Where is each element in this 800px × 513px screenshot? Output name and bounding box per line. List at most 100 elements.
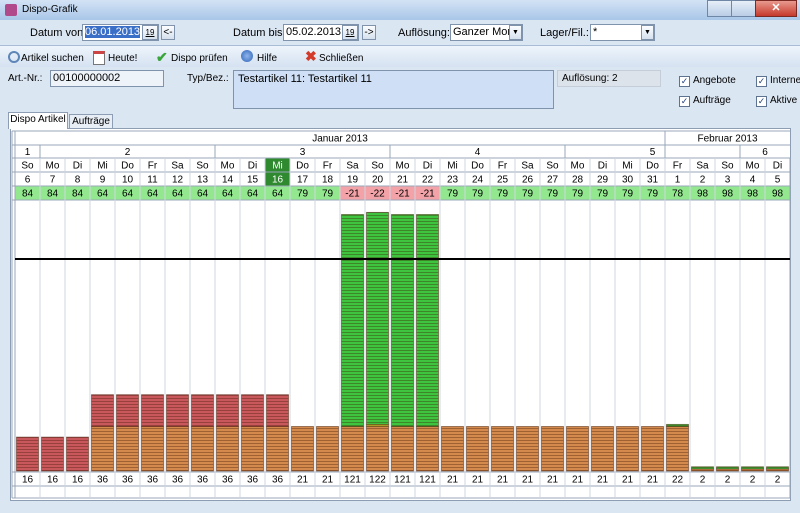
checkbox[interactable]: ✓ — [679, 76, 690, 87]
day-label: 26 — [522, 175, 534, 186]
total-value: 36 — [97, 475, 109, 486]
article-number[interactable]: 00100000002 — [50, 70, 164, 87]
stock-cell — [665, 186, 690, 200]
stock-value: 79 — [472, 189, 484, 200]
day-label: 7 — [50, 175, 56, 186]
stock-cell — [540, 186, 565, 200]
date-from-input[interactable]: 06.01.2013 — [82, 24, 159, 41]
total-value: 121 — [419, 475, 436, 486]
weekday-label: So — [721, 161, 734, 172]
total-value: 21 — [622, 475, 634, 486]
store-label: Lager/Fil.: — [540, 27, 589, 39]
total-value: 21 — [547, 475, 559, 486]
weekday-label: Mo — [221, 161, 235, 172]
tab[interactable]: Aufträge — [69, 114, 113, 128]
checkbox[interactable]: ✓ — [679, 96, 690, 107]
toolbar-button[interactable]: Dispo prüfen — [171, 53, 228, 64]
stock-cell — [315, 186, 340, 200]
day-label: 17 — [297, 175, 309, 186]
bar-segment — [91, 426, 114, 472]
stock-value: 79 — [497, 189, 509, 200]
bar-segment — [391, 214, 414, 427]
toolbar-button[interactable]: Artikel suchen — [21, 53, 84, 64]
weekday-label: So — [546, 161, 559, 172]
date-from-label: Datum von: — [30, 27, 87, 39]
bar-segment — [141, 426, 164, 472]
stock-value: 79 — [622, 189, 634, 200]
calendar-icon — [93, 51, 105, 65]
stock-value: 79 — [297, 189, 309, 200]
day-label: 31 — [647, 175, 659, 186]
weekday-label: Di — [248, 161, 257, 172]
bar-segment — [391, 426, 414, 472]
day-label: 23 — [447, 175, 459, 186]
week-label: 5 — [650, 147, 656, 158]
stock-cell — [490, 186, 515, 200]
bar-segment — [416, 214, 439, 427]
checkbox-label: Interne — [770, 75, 800, 86]
stock-value: 84 — [47, 189, 59, 200]
total-value: 36 — [122, 475, 134, 486]
stock-value: 64 — [197, 189, 209, 200]
total-value: 121 — [344, 475, 361, 486]
toolbar — [0, 46, 800, 67]
checkbox[interactable]: ✓ — [756, 96, 767, 107]
calendar-button[interactable]: 19 — [342, 25, 358, 40]
total-value: 2 — [700, 475, 706, 486]
day-label: 5 — [775, 175, 781, 186]
day-label: 9 — [100, 175, 106, 186]
checkbox-label: Angebote — [693, 75, 736, 86]
day-label: 22 — [422, 175, 434, 186]
bar-segment — [166, 394, 189, 427]
tab[interactable]: Dispo Artikel — [8, 112, 68, 129]
total-value: 16 — [47, 475, 59, 486]
weekday-label: So — [21, 161, 34, 172]
toolbar-button[interactable]: Hilfe — [257, 53, 278, 64]
bar-segment — [191, 394, 214, 427]
weekday-label: Do — [296, 161, 309, 172]
stock-value: 98 — [747, 189, 759, 200]
checkbox[interactable]: ✓ — [756, 76, 767, 87]
total-value: 36 — [247, 475, 259, 486]
total-value: 2 — [725, 475, 731, 486]
weekday-label: Fr — [323, 161, 333, 172]
stock-value: 79 — [547, 189, 559, 200]
resolution-select[interactable]: Ganzer Monat — [450, 24, 523, 41]
close-button[interactable]: ✕ — [755, 0, 797, 17]
bar-segment — [216, 394, 239, 427]
store-select[interactable]: * — [590, 24, 655, 41]
toolbar-button[interactable]: Heute! — [108, 53, 138, 64]
toolbar-button[interactable]: Schließen — [319, 53, 364, 64]
calendar-button[interactable]: 19 — [142, 25, 158, 40]
total-value: 122 — [369, 475, 386, 486]
dropdown-arrow[interactable]: ▼ — [641, 25, 654, 40]
day-label: 1 — [675, 175, 681, 186]
stock-cell — [15, 186, 40, 200]
week-label: 1 — [25, 147, 31, 158]
bar-segment — [141, 394, 164, 427]
stock-value: 79 — [322, 189, 334, 200]
stock-value: 64 — [222, 189, 234, 200]
dropdown-arrow[interactable]: ▼ — [509, 25, 522, 40]
stock-cell — [165, 186, 190, 200]
prev-button[interactable]: <- — [161, 25, 175, 40]
day-label: 6 — [25, 175, 31, 186]
type-field[interactable]: Testartikel 11: Testartikel 11 — [233, 70, 554, 109]
date-to-input[interactable]: 05.02.2013 — [283, 24, 359, 41]
bar-segment — [241, 426, 264, 472]
stock-value: 98 — [722, 189, 734, 200]
bar-segment — [366, 211, 389, 425]
close-icon: ✖ — [305, 48, 317, 64]
day-label: 24 — [472, 175, 484, 186]
stock-cell — [65, 186, 90, 200]
weekday-label: Di — [423, 161, 432, 172]
article-number-label: Art.-Nr.: — [8, 73, 43, 84]
weekday-label: So — [371, 161, 384, 172]
next-button[interactable]: -> — [362, 25, 376, 40]
bar-segment — [366, 426, 389, 472]
stock-value: 84 — [22, 189, 34, 200]
stock-value: 79 — [572, 189, 584, 200]
weekday-label: Mo — [396, 161, 410, 172]
bar-segment — [266, 426, 289, 472]
bar-segment — [341, 426, 364, 472]
